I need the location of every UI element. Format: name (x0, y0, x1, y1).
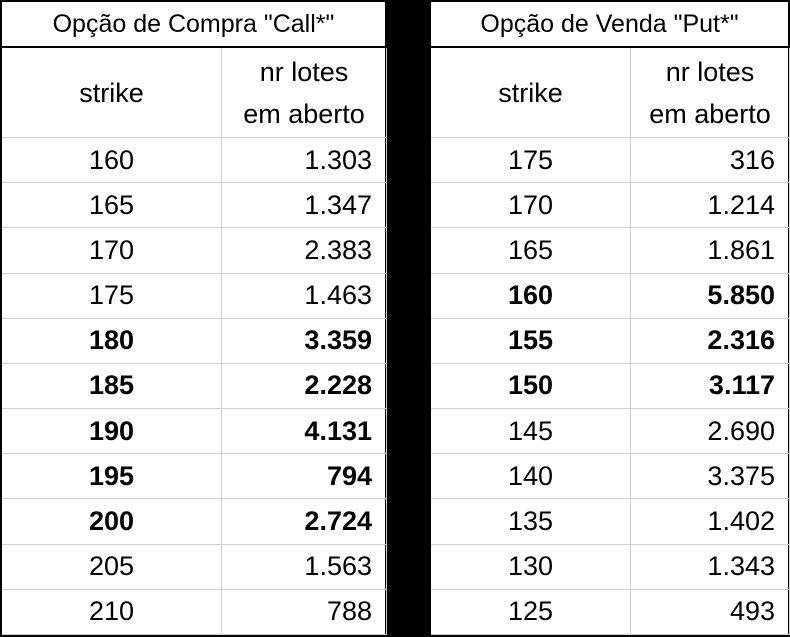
strike-cell: 140 (431, 454, 631, 500)
column-header: nr lotes em aberto (631, 48, 790, 138)
lots-cell: 794 (222, 454, 387, 500)
strike-cell: 130 (431, 544, 631, 590)
lots-cell: 493 (631, 589, 790, 635)
table-title: Opção de Venda "Put*" (431, 2, 788, 48)
lots-cell: 4.131 (222, 409, 387, 455)
lots-cell: 316 (631, 138, 790, 184)
strike-cell: 135 (431, 499, 631, 545)
lots-cell: 5.850 (631, 273, 790, 319)
strike-cell: 170 (431, 183, 631, 229)
lots-cell: 2.316 (631, 318, 790, 364)
strike-cell: 175 (431, 138, 631, 184)
strike-cell: 145 (431, 409, 631, 455)
strike-cell: 200 (2, 499, 222, 545)
strike-cell: 160 (2, 138, 222, 184)
lots-cell: 1.214 (631, 183, 790, 229)
strike-cell: 170 (2, 228, 222, 274)
lots-cell: 2.228 (222, 363, 387, 410)
strike-cell: 165 (2, 183, 222, 229)
strike-cell: 125 (431, 589, 631, 635)
lots-cell: 1.402 (631, 499, 790, 545)
strike-cell: 205 (2, 544, 222, 590)
strike-cell: 150 (431, 363, 631, 410)
header-line: em aberto (649, 98, 771, 129)
header-line: strike (79, 77, 144, 108)
strike-cell: 210 (2, 589, 222, 635)
lots-cell: 1.463 (222, 273, 387, 319)
lots-cell: 788 (222, 589, 387, 635)
lots-cell: 3.359 (222, 318, 387, 364)
table: Opção de Compra "Call*" strike nr lotes em … (0, 0, 387, 637)
strike-cell: 175 (2, 273, 222, 319)
strike-cell: 165 (431, 228, 631, 274)
lots-cell: 1.343 (631, 544, 790, 590)
lots-cell: 3.117 (631, 363, 790, 410)
strike-cell: 185 (2, 363, 222, 410)
lots-cell: 2.690 (631, 409, 790, 455)
table: Opção de Venda "Put*" strike nr lotes em ab… (429, 0, 790, 637)
strike-cell: 190 (2, 409, 222, 455)
table-title: Opção de Compra "Call*" (2, 2, 385, 48)
header-line: strike (498, 77, 563, 108)
lots-cell: 1.861 (631, 228, 790, 274)
lots-cell: 1.563 (222, 544, 387, 590)
lots-cell: 1.347 (222, 183, 387, 229)
lots-cell: 3.375 (631, 454, 790, 500)
lots-cell: 2.383 (222, 228, 387, 274)
column-header: nr lotes em aberto (222, 48, 387, 138)
column-header: strike (431, 48, 631, 138)
strike-cell: 195 (2, 454, 222, 500)
lots-cell: 1.303 (222, 138, 387, 184)
header-line: nr lotes (665, 56, 755, 87)
column-header: strike (2, 48, 222, 138)
strike-cell: 160 (431, 273, 631, 319)
header-line: em aberto (243, 98, 365, 129)
strike-cell: 180 (2, 318, 222, 364)
lots-cell: 2.724 (222, 499, 387, 545)
strike-cell: 155 (431, 318, 631, 364)
header-line: nr lotes (259, 56, 349, 87)
